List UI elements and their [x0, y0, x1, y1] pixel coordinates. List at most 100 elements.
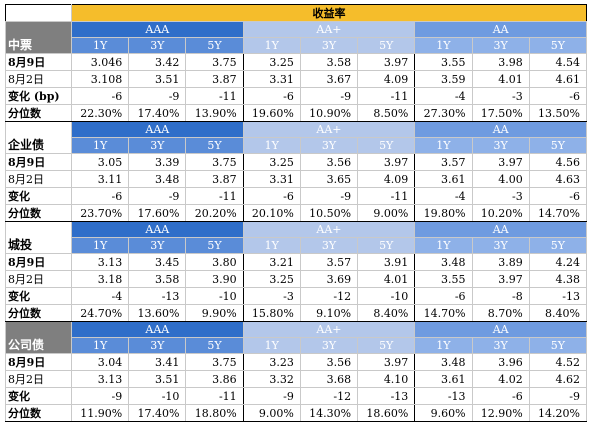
- table-cell: 17.40%: [128, 104, 187, 122]
- tenor-header: 3Y: [299, 37, 359, 54]
- table-cell: 15.80%: [242, 304, 301, 322]
- rating-header-aa-plus: AA+: [242, 321, 416, 338]
- table-cell: 3.55: [414, 270, 473, 288]
- table-cell: 3.87: [185, 70, 244, 88]
- tenor-header: 3Y: [471, 137, 530, 154]
- tenor-header: 3Y: [128, 37, 187, 54]
- table-cell: -6: [414, 287, 473, 305]
- row-label: 8月2日: [5, 70, 72, 88]
- table-cell: 3.58: [299, 53, 359, 71]
- section-tenor-row: 1Y 3Y 5Y 1Y 3Y 5Y 1Y 3Y 5Y: [6, 237, 588, 254]
- table-cell: -3: [242, 287, 301, 305]
- tenor-header: 5Y: [185, 37, 244, 54]
- table-cell: 3.97: [357, 353, 416, 371]
- row-label: 8月9日: [5, 353, 72, 371]
- tenor-header: 3Y: [299, 237, 359, 254]
- table-cell: 3.75: [185, 353, 244, 371]
- table-cell: 3.68: [299, 370, 359, 388]
- tenor-header: 3Y: [471, 237, 530, 254]
- section-rating-header-row: 公司债 AAA AA+ AA: [5, 321, 587, 354]
- table-cell: 3.55: [414, 53, 473, 71]
- table-cell: 4.52: [528, 353, 588, 371]
- table-cell: 3.51: [128, 370, 187, 388]
- table-cell: 19.60%: [242, 104, 301, 122]
- row-label: 8月9日: [5, 253, 72, 271]
- section-tenor-row: 1Y 3Y 5Y 1Y 3Y 5Y 1Y 3Y 5Y: [6, 37, 588, 54]
- table-cell: 12.90%: [471, 404, 530, 422]
- row-label: 分位数: [5, 404, 72, 422]
- table-cell: 4.38: [528, 270, 588, 288]
- table-cell: -6: [242, 87, 301, 105]
- rating-header-aaa: AAA: [71, 121, 244, 138]
- table-cell: 3.13: [70, 370, 130, 388]
- table-cell: 3.04: [70, 353, 130, 371]
- table-cell: 22.30%: [70, 104, 130, 122]
- table-cell: 9.10%: [299, 304, 359, 322]
- rating-header-aaa: AAA: [71, 221, 244, 238]
- table-cell: 3.48: [414, 353, 473, 371]
- table-cell: -8: [471, 287, 530, 305]
- table-cell: 3.42: [128, 53, 187, 71]
- table-cell: -9: [299, 87, 359, 105]
- tenor-header: 5Y: [357, 237, 416, 254]
- table-cell: 3.86: [185, 370, 244, 388]
- table-cell: -12: [299, 287, 359, 305]
- tenor-header: 1Y: [70, 337, 130, 354]
- table-cell: 4.63: [528, 170, 588, 188]
- tenor-header: 5Y: [528, 137, 588, 154]
- tenor-header: 1Y: [70, 137, 130, 154]
- row-label: 8月2日: [5, 370, 72, 388]
- table-cell: -10: [357, 287, 416, 305]
- table-cell: -6: [70, 187, 130, 205]
- section-rating-header-row: 中票 AAA AA+ AA: [5, 21, 587, 54]
- table-cell: 3.51: [128, 70, 187, 88]
- section-label: 公司债: [5, 321, 72, 354]
- table-cell: -9: [70, 387, 130, 405]
- tenor-header: 1Y: [70, 37, 130, 54]
- table-cell: 3.90: [185, 270, 244, 288]
- rating-header-aa-plus: AA+: [242, 221, 416, 238]
- table-cell: 3.97: [357, 153, 416, 171]
- table-row: 变化 -6 -9 -11 -6 -9 -11 -4 -3 -6: [5, 187, 588, 205]
- table-cell: 9.90%: [185, 304, 244, 322]
- table-cell: 14.20%: [528, 404, 588, 422]
- table-cell: 3.25: [242, 153, 301, 171]
- row-label: 分位数: [5, 204, 72, 222]
- table-cell: 3.56: [299, 153, 359, 171]
- table-cell: 3.75: [185, 53, 244, 71]
- table-row: 8月9日 3.046 3.42 3.75 3.25 3.58 3.97 3.55 3.98 4.5…: [5, 53, 588, 71]
- table-cell: 3.48: [128, 170, 187, 188]
- table-cell: 3.21: [242, 253, 301, 271]
- table-cell: -10: [128, 387, 187, 405]
- row-label: 变化 (bp): [5, 87, 72, 105]
- table-cell: 13.60%: [128, 304, 187, 322]
- tenor-header: 3Y: [299, 137, 359, 154]
- table-cell: 17.40%: [128, 404, 187, 422]
- yield-table: 收益率 中票 AAA AA+ AA 1Y 3Y 5Y 1Y 3Y 5Y 1Y 3Y 5Y 8月9日 3.04…: [5, 4, 588, 422]
- table-cell: -13: [357, 387, 416, 405]
- tenor-header: 1Y: [242, 37, 301, 54]
- table-cell: -11: [185, 387, 244, 405]
- tenor-header: 3Y: [299, 337, 359, 354]
- table-cell: -4: [414, 187, 473, 205]
- tenor-header: 1Y: [414, 37, 473, 54]
- tenor-header: 5Y: [357, 137, 416, 154]
- table-cell: -6: [528, 87, 588, 105]
- table-cell: 4.54: [528, 53, 588, 71]
- tenor-header: 1Y: [242, 137, 301, 154]
- tenor-header: 5Y: [185, 337, 244, 354]
- table-cell: -6: [242, 187, 301, 205]
- table-cell: 3.25: [242, 53, 301, 71]
- table-row: 8月9日 3.13 3.45 3.80 3.21 3.57 3.91 3.48 3.89 4.24: [5, 253, 588, 271]
- tenor-header: 1Y: [242, 337, 301, 354]
- table-cell: 3.59: [414, 70, 473, 88]
- table-cell: 3.31: [242, 170, 301, 188]
- row-label: 8月9日: [5, 53, 72, 71]
- table-cell: 3.23: [242, 353, 301, 371]
- table-cell: -6: [528, 187, 588, 205]
- table-title: 收益率: [71, 4, 587, 22]
- table-cell: -9: [299, 187, 359, 205]
- table-cell: 3.91: [357, 253, 416, 271]
- section-tenor-row: 1Y 3Y 5Y 1Y 3Y 5Y 1Y 3Y 5Y: [6, 337, 588, 354]
- tenor-header: 1Y: [242, 237, 301, 254]
